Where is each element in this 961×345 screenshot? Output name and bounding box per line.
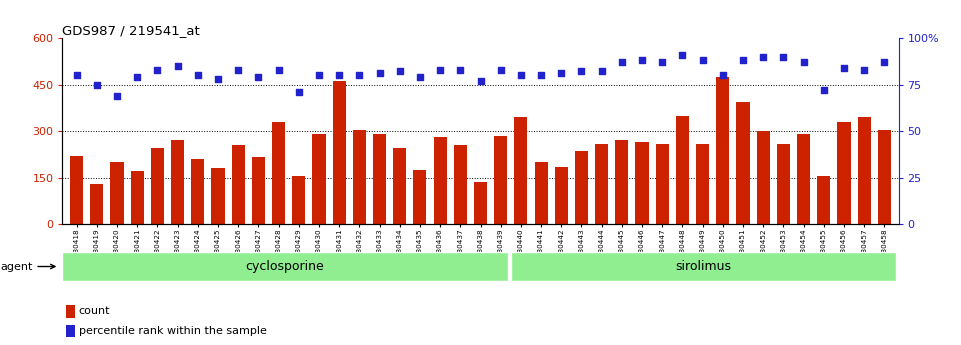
Bar bbox=[857, 117, 871, 224]
Point bbox=[675, 52, 690, 58]
Bar bbox=[817, 176, 830, 224]
Point bbox=[796, 59, 811, 65]
Bar bbox=[70, 156, 84, 224]
Bar bbox=[292, 176, 306, 224]
Bar bbox=[252, 157, 265, 224]
Point bbox=[110, 93, 125, 98]
Point bbox=[69, 72, 85, 78]
Text: GDS987 / 219541_at: GDS987 / 219541_at bbox=[62, 24, 200, 37]
Point bbox=[231, 67, 246, 72]
Bar bbox=[615, 140, 628, 224]
Point bbox=[89, 82, 105, 87]
Bar bbox=[635, 142, 649, 224]
Bar bbox=[62, 252, 507, 281]
Bar bbox=[797, 134, 810, 224]
Point bbox=[594, 69, 609, 74]
Bar bbox=[66, 305, 75, 317]
Bar bbox=[151, 148, 164, 224]
Text: percentile rank within the sample: percentile rank within the sample bbox=[79, 326, 266, 336]
Bar bbox=[373, 134, 386, 224]
Point bbox=[372, 71, 387, 76]
Point bbox=[210, 76, 226, 82]
Point bbox=[513, 72, 529, 78]
Bar bbox=[736, 101, 750, 224]
Point bbox=[412, 74, 428, 80]
Bar bbox=[393, 148, 407, 224]
Text: count: count bbox=[79, 306, 111, 316]
Bar bbox=[474, 182, 487, 224]
Bar bbox=[454, 145, 467, 224]
Point bbox=[473, 78, 488, 83]
Bar bbox=[595, 144, 608, 224]
Point bbox=[493, 67, 508, 72]
Text: agent: agent bbox=[0, 262, 55, 272]
Point bbox=[554, 71, 569, 76]
Point bbox=[614, 59, 629, 65]
Point bbox=[432, 67, 448, 72]
Point bbox=[170, 63, 185, 69]
Point bbox=[856, 67, 872, 72]
Bar bbox=[171, 140, 185, 224]
Bar bbox=[494, 136, 507, 224]
Bar bbox=[877, 130, 891, 224]
Bar bbox=[111, 162, 124, 224]
Bar bbox=[655, 144, 669, 224]
Point bbox=[332, 72, 347, 78]
Bar bbox=[413, 170, 427, 224]
Point bbox=[735, 58, 751, 63]
Point bbox=[392, 69, 407, 74]
Point bbox=[715, 72, 730, 78]
Bar bbox=[131, 171, 144, 224]
Point bbox=[271, 67, 286, 72]
Point bbox=[776, 54, 791, 59]
Bar bbox=[756, 131, 770, 224]
Point bbox=[130, 74, 145, 80]
Bar bbox=[696, 144, 709, 224]
Text: sirolimus: sirolimus bbox=[676, 260, 731, 273]
Bar bbox=[211, 168, 225, 224]
Point bbox=[695, 58, 710, 63]
Point bbox=[311, 72, 327, 78]
Point bbox=[876, 59, 892, 65]
Bar bbox=[66, 325, 75, 337]
Point bbox=[190, 72, 206, 78]
Bar bbox=[575, 151, 588, 224]
Bar bbox=[272, 122, 285, 224]
Point bbox=[816, 87, 831, 93]
Bar bbox=[554, 167, 568, 224]
Bar bbox=[534, 162, 548, 224]
Bar bbox=[776, 144, 790, 224]
Point bbox=[291, 89, 307, 95]
Point bbox=[755, 54, 771, 59]
Bar bbox=[716, 77, 729, 224]
Point bbox=[150, 67, 165, 72]
Point bbox=[453, 67, 468, 72]
Bar bbox=[232, 145, 245, 224]
Bar bbox=[676, 116, 689, 224]
Bar bbox=[312, 134, 326, 224]
Bar bbox=[514, 117, 528, 224]
Bar bbox=[191, 159, 205, 224]
Point bbox=[533, 72, 549, 78]
Bar bbox=[837, 122, 850, 224]
Bar bbox=[333, 81, 346, 224]
Point bbox=[574, 69, 589, 74]
Text: cyclosporine: cyclosporine bbox=[246, 260, 325, 273]
Bar bbox=[353, 130, 366, 224]
Point bbox=[352, 72, 367, 78]
Point bbox=[836, 65, 851, 70]
Bar bbox=[511, 252, 896, 281]
Point bbox=[654, 59, 670, 65]
Bar bbox=[433, 137, 447, 224]
Point bbox=[634, 58, 650, 63]
Point bbox=[251, 74, 266, 80]
Bar bbox=[90, 184, 104, 224]
